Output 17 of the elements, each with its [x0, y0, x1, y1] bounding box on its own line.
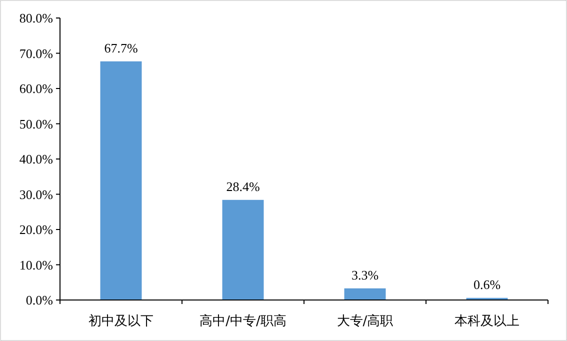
xtick: 大专/高职: [336, 314, 394, 329]
ytick: 0.0%: [26, 292, 53, 308]
ytick: 50.0%: [19, 116, 53, 132]
data-label: 28.4%: [226, 178, 260, 194]
ytick: 40.0%: [19, 152, 53, 166]
data-label: 3.3%: [351, 267, 379, 282]
data-label: 0.6%: [473, 276, 501, 292]
data-label: 67.7%: [104, 40, 138, 56]
xtick: 本科及以上: [454, 314, 520, 329]
ytick: 60.0%: [19, 81, 53, 96]
ytick: 30.0%: [19, 186, 53, 202]
ytick: 70.0%: [19, 46, 53, 61]
xtick: 初中及以下: [88, 314, 154, 329]
xtick: 高中/中专/职高: [200, 314, 286, 329]
ytick: 80.0%: [19, 10, 53, 26]
ytick: 10.0%: [19, 257, 53, 272]
ytick: 20.0%: [19, 222, 53, 237]
